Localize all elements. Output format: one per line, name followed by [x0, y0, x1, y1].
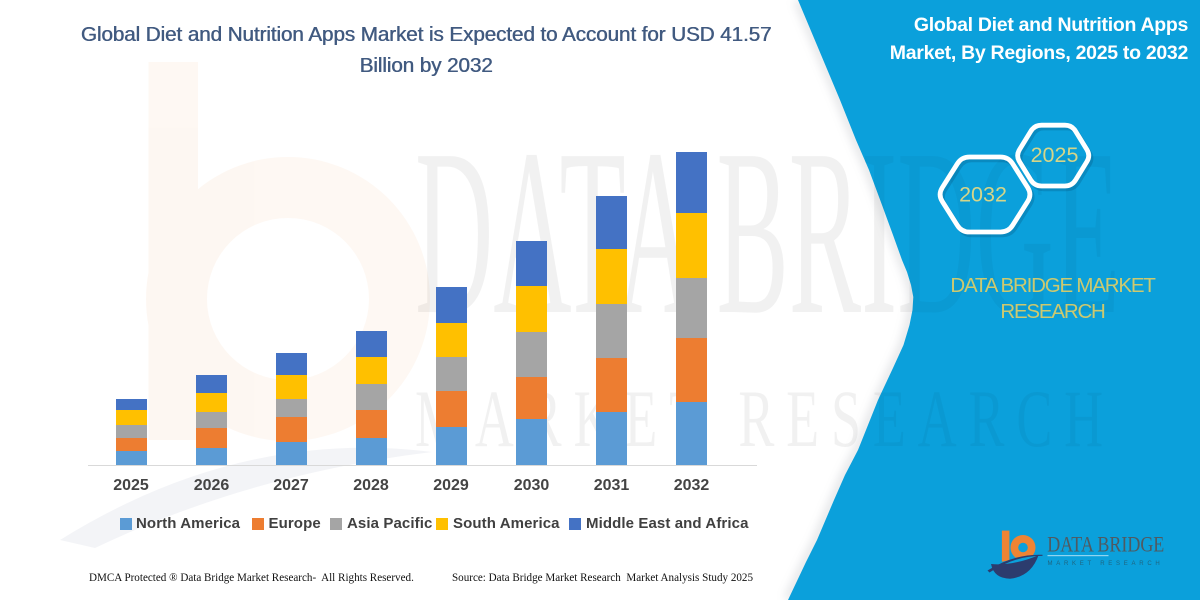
svg-text:DATA BRIDGE: DATA BRIDGE — [1047, 532, 1164, 557]
svg-text:MARKET RESEARCH: MARKET RESEARCH — [1048, 560, 1164, 567]
svg-text:2032: 2032 — [959, 183, 1007, 207]
svg-text:2025: 2025 — [1031, 143, 1079, 167]
